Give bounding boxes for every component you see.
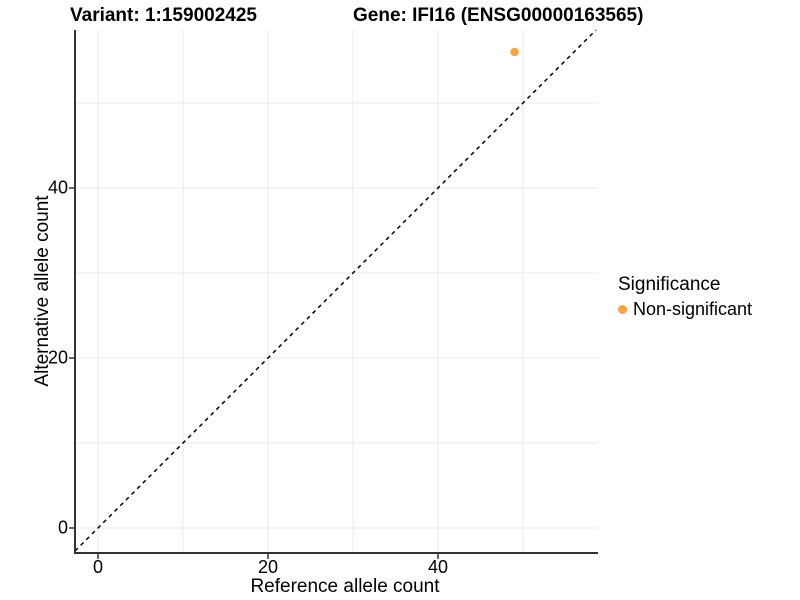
legend-point-swatch <box>618 305 627 314</box>
y-tick-label: 20 <box>47 347 68 368</box>
data-point <box>510 47 519 57</box>
y-axis-title: Alternative allele count <box>32 195 53 387</box>
x-tick-label: 40 <box>427 557 449 577</box>
x-tick-label: 0 <box>92 557 104 577</box>
legend-item: Non-significant <box>618 299 752 320</box>
legend: Significance Non-significant <box>618 274 752 320</box>
variant-title: Variant: 1:159002425 <box>70 5 257 26</box>
x-axis-title: Reference allele count <box>250 576 440 597</box>
legend-items: Non-significant <box>618 299 752 320</box>
legend-title: Significance <box>618 274 721 295</box>
y-tick-label: 40 <box>47 177 68 198</box>
legend-item-label: Non-significant <box>633 299 753 319</box>
identity-line <box>74 29 597 552</box>
x-tick-label: 20 <box>257 557 279 577</box>
y-tick-label: 0 <box>57 517 68 538</box>
gene-title: Gene: IFI16 (ENSG00000163565) <box>353 5 644 26</box>
